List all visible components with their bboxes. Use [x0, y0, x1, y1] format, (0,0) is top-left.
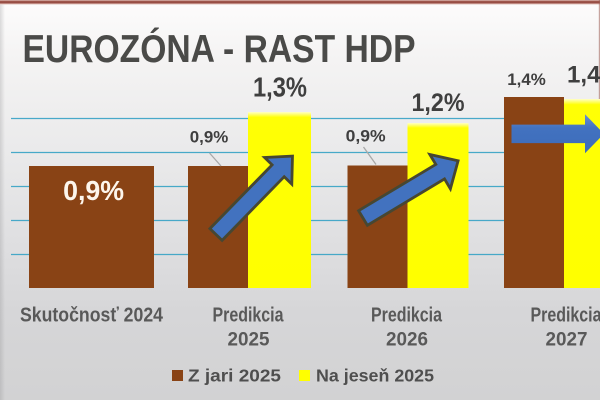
svg-text:0,9%: 0,9%: [63, 175, 124, 206]
svg-text:EUROZÓNA - RAST HDP: EUROZÓNA - RAST HDP: [23, 27, 416, 71]
svg-text:2025: 2025: [228, 330, 270, 351]
svg-text:Predikcia: Predikcia: [531, 305, 600, 327]
svg-text:2026: 2026: [386, 330, 428, 351]
svg-text:Z jari 2025: Z jari 2025: [188, 366, 281, 386]
svg-text:Predikcia: Predikcia: [213, 305, 285, 327]
svg-text:Na jeseň 2025: Na jeseň 2025: [316, 366, 434, 386]
svg-text:1,4: 1,4: [567, 62, 600, 89]
svg-text:2027: 2027: [546, 330, 588, 351]
svg-text:0,9%: 0,9%: [190, 129, 229, 147]
svg-text:1,2%: 1,2%: [412, 89, 465, 117]
svg-text:0,9%: 0,9%: [346, 127, 386, 146]
svg-text:1,3%: 1,3%: [253, 72, 307, 103]
svg-text:Skutočnosť 2024: Skutočnosť 2024: [20, 305, 164, 327]
svg-text:1,4%: 1,4%: [507, 71, 546, 89]
svg-text:Predikcia: Predikcia: [371, 305, 443, 327]
